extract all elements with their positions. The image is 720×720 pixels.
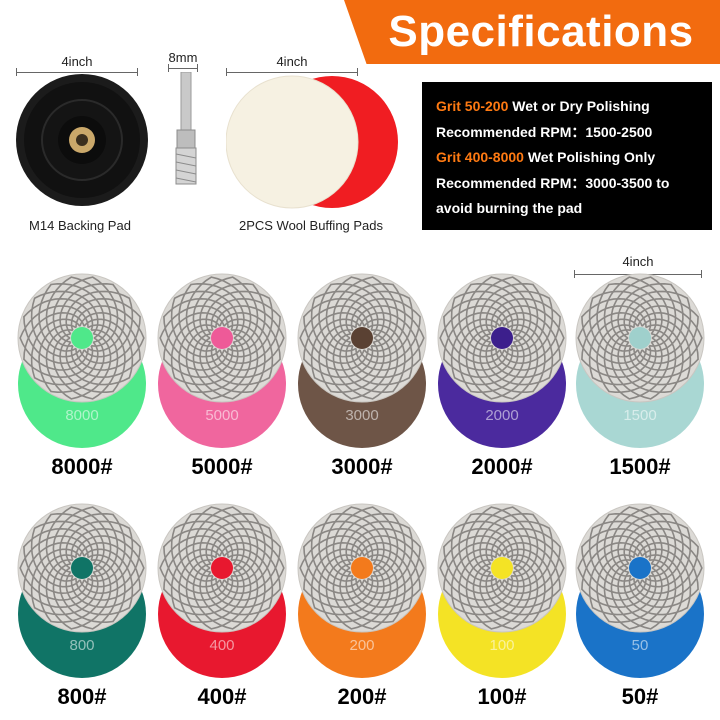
pad-disc-text: 50 [632,637,649,654]
spec-line-5: avoid burning the pad [436,200,583,216]
pad-item: 200 200# [296,502,428,720]
grit-50-200-label: Grit 50-200 [436,98,509,114]
grit-label: 1500# [609,454,671,479]
polishing-pad-image: 800 [17,503,147,678]
grit-label: 2000# [471,454,533,479]
polishing-pad-image: 50 [575,503,705,678]
pad-disc-text: 400 [209,637,234,654]
pad-dimension: 4inch [622,254,654,269]
grit-400-8000-label: Grit 400-8000 [436,149,524,165]
pad-item: 800 800# [16,502,148,720]
spec-line-3: Grit 400-8000 Wet Polishing Only [436,149,656,165]
wool-pads-image [226,75,398,209]
polishing-pad-image: 1500 [575,273,705,448]
grit-label: 50# [621,684,659,709]
pad-item: 3000 3000# [296,272,428,492]
pad-disc-text: 5000 [205,407,238,424]
grit-label: 200# [337,684,387,709]
backing-pad-caption: M14 Backing Pad [29,218,131,233]
polishing-pad-image: 5000 [157,273,287,448]
specification-box: Grit 50-200 Wet or Dry Polishing Recomme… [422,82,712,230]
spec-line-2: Recommended RPM：1500-2500 [436,123,653,140]
pad-disc-text: 800 [69,637,94,654]
polishing-pad-image: 200 [297,503,427,678]
pad-disc-text: 100 [489,637,514,654]
pad-item: 1500 1500# [574,272,706,492]
pad-item: 5000 5000# [156,272,288,492]
grit-label: 5000# [191,454,253,479]
adapter-dimension: 8mm [168,50,198,65]
banner-title: Specifications [388,7,694,56]
pad-item: 50 50# [574,502,706,720]
pad-item: 400 400# [156,502,288,720]
polishing-pad-image: 100 [437,503,567,678]
grit-label: 3000# [331,454,393,479]
wool-pad-dimension-line [226,68,358,76]
polishing-pad-image: 2000 [437,273,567,448]
grit-label: 400# [197,684,247,709]
polishing-pad-image: 8000 [17,273,147,448]
pad-item: 100 100# [436,502,568,720]
drill-adapter-image [175,72,197,185]
pad-item: 2000 2000# [436,272,568,492]
polishing-pad-image: 400 [157,503,287,678]
pad-disc-text: 2000 [485,407,518,424]
wool-pads-caption: 2PCS Wool Buffing Pads [238,218,384,233]
pad-disc-text: 1500 [623,407,656,424]
backing-pad-dimension: 4inch [61,54,93,69]
polishing-pad-image: 3000 [297,273,427,448]
grit-label: 8000# [51,454,113,479]
spec-line-4: Recommended RPM：3000-3500 to [436,174,670,191]
spec-line-1: Grit 50-200 Wet or Dry Polishing [436,98,650,114]
pad-disc-text: 8000 [65,407,98,424]
wool-pad-dimension: 4inch [276,54,308,69]
backing-pad-dimension-line [16,68,138,76]
pad-disc-text: 200 [349,637,374,654]
backing-pad-image [16,74,148,206]
specifications-banner: Specifications [344,0,720,64]
pad-item: 8000 8000# [16,272,148,492]
pad-disc-text: 3000 [345,407,378,424]
grit-label: 800# [57,684,107,709]
adapter-dimension-line [168,64,198,72]
grit-label: 100# [477,684,527,709]
